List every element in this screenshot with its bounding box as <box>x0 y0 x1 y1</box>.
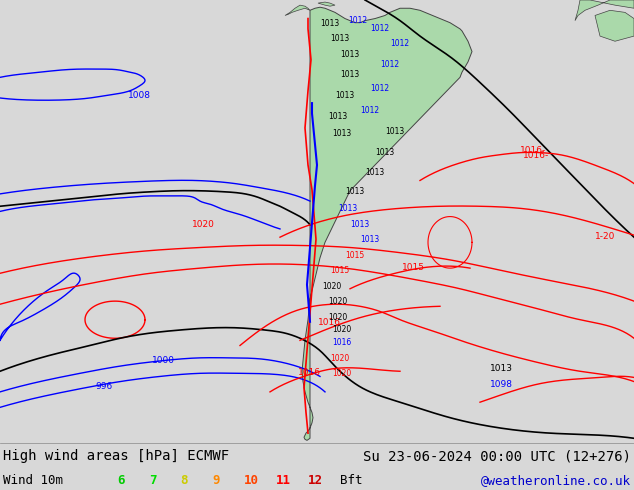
Text: 1012: 1012 <box>380 60 399 69</box>
Text: 1013: 1013 <box>330 34 349 43</box>
Polygon shape <box>595 10 634 41</box>
Text: 9: 9 <box>212 474 220 487</box>
Text: 8: 8 <box>181 474 188 487</box>
Text: 1013: 1013 <box>490 364 513 373</box>
Text: @weatheronline.co.uk: @weatheronline.co.uk <box>481 474 631 487</box>
Text: 1012: 1012 <box>370 24 389 33</box>
Text: 1020: 1020 <box>328 297 347 306</box>
Text: 1020: 1020 <box>332 325 352 334</box>
Text: 12: 12 <box>307 474 323 487</box>
Text: 1013: 1013 <box>365 169 385 177</box>
Text: 1013: 1013 <box>360 235 380 245</box>
Text: 1012: 1012 <box>370 84 389 93</box>
Text: 1020: 1020 <box>328 313 347 322</box>
Text: 1013: 1013 <box>340 49 359 59</box>
Polygon shape <box>318 2 335 6</box>
Text: 1013: 1013 <box>328 112 347 121</box>
Polygon shape <box>285 5 310 16</box>
Text: 1013: 1013 <box>375 147 394 157</box>
Text: Wind 10m: Wind 10m <box>3 474 63 487</box>
Text: 1013: 1013 <box>385 127 404 136</box>
Polygon shape <box>575 0 634 21</box>
Text: 1016: 1016 <box>298 368 321 377</box>
Text: 1015: 1015 <box>346 251 365 260</box>
Text: 1016: 1016 <box>318 318 341 327</box>
Text: 1013: 1013 <box>320 19 340 28</box>
Text: 1013: 1013 <box>335 91 354 100</box>
Text: 10: 10 <box>244 474 259 487</box>
Text: 1012: 1012 <box>361 106 380 116</box>
Text: 1013: 1013 <box>346 187 365 196</box>
Text: 1013: 1013 <box>351 220 370 229</box>
Text: 1013: 1013 <box>332 129 352 138</box>
Text: 1008: 1008 <box>128 91 151 100</box>
Text: 996: 996 <box>95 382 112 391</box>
Text: 1016: 1016 <box>332 339 352 347</box>
Text: 1020: 1020 <box>192 220 215 229</box>
Text: 1015: 1015 <box>330 266 349 275</box>
Text: 1000: 1000 <box>152 356 175 365</box>
Text: 1013: 1013 <box>340 71 359 79</box>
Text: Su 23-06-2024 00:00 UTC (12+276): Su 23-06-2024 00:00 UTC (12+276) <box>363 449 631 464</box>
Text: 1098: 1098 <box>490 380 513 389</box>
Text: 1012: 1012 <box>391 39 410 49</box>
Text: 1020: 1020 <box>330 354 349 363</box>
Text: 1020: 1020 <box>322 282 342 291</box>
Text: 1012: 1012 <box>349 16 368 24</box>
Text: High wind areas [hPa] ECMWF: High wind areas [hPa] ECMWF <box>3 449 230 464</box>
Text: 6: 6 <box>117 474 125 487</box>
Polygon shape <box>302 7 472 441</box>
Text: 7: 7 <box>149 474 157 487</box>
Text: Bft: Bft <box>340 474 363 487</box>
Text: 1013: 1013 <box>339 204 358 214</box>
Text: 1-20: 1-20 <box>595 232 616 241</box>
Text: 1016-: 1016- <box>520 146 547 155</box>
Text: 11: 11 <box>276 474 291 487</box>
Text: 1020: 1020 <box>332 369 352 378</box>
Text: 1016-: 1016- <box>523 151 549 160</box>
Text: 1015: 1015 <box>402 263 425 272</box>
